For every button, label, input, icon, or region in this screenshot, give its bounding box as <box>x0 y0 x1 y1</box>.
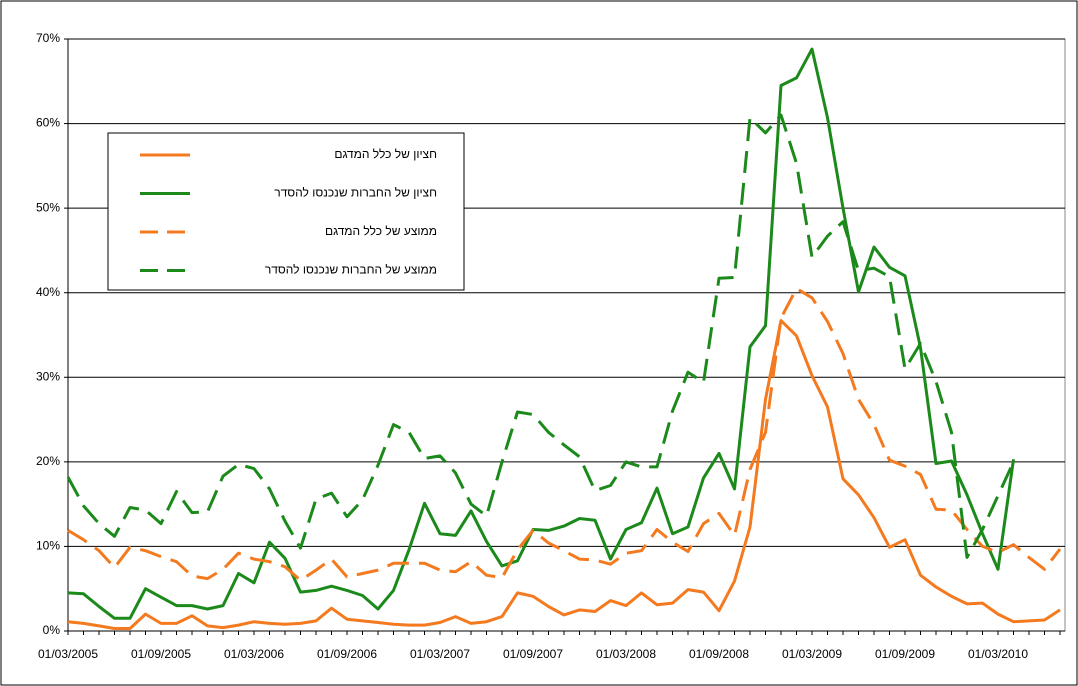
series-line <box>67 47 1015 620</box>
y-tick-label: 10% <box>36 539 60 553</box>
legend-box <box>107 132 465 291</box>
legend-label: חציון של החברות שנכנסו להסדר <box>274 186 437 200</box>
y-tick-label: 30% <box>36 369 60 383</box>
y-tick-label: 0% <box>43 623 61 637</box>
plot-area <box>67 38 1066 632</box>
y-tick-label: 70% <box>36 31 60 45</box>
x-tick-label: 01/03/2008 <box>596 647 656 661</box>
x-tick-label: 01/03/2009 <box>782 647 842 661</box>
legend-label: חציון של כלל המדגם <box>334 147 437 161</box>
legend-label: ממוצע של כלל המדגם <box>325 224 437 238</box>
series-line <box>66 113 1015 559</box>
y-tick-label: 20% <box>36 454 60 468</box>
x-tick-label: 01/09/2008 <box>689 647 749 661</box>
x-tick-label: 01/03/2005 <box>38 647 98 661</box>
y-tick-label: 60% <box>36 116 60 130</box>
y-tick-label: 50% <box>36 200 60 214</box>
x-tick-label: 01/09/2009 <box>875 647 935 661</box>
x-tick-label: 01/09/2006 <box>317 647 377 661</box>
x-tick-label: 01/03/2010 <box>968 647 1028 661</box>
x-tick-label: 01/03/2006 <box>224 647 284 661</box>
y-tick-label: 40% <box>36 285 60 299</box>
legend-label: ממוצע של החברות שנכנסו להסדר <box>265 263 437 277</box>
x-tick-label: 01/03/2007 <box>410 647 470 661</box>
series-line <box>67 319 1061 630</box>
x-tick-label: 01/09/2007 <box>503 647 563 661</box>
series-line <box>67 287 1062 582</box>
x-tick-label: 01/09/2005 <box>131 647 191 661</box>
